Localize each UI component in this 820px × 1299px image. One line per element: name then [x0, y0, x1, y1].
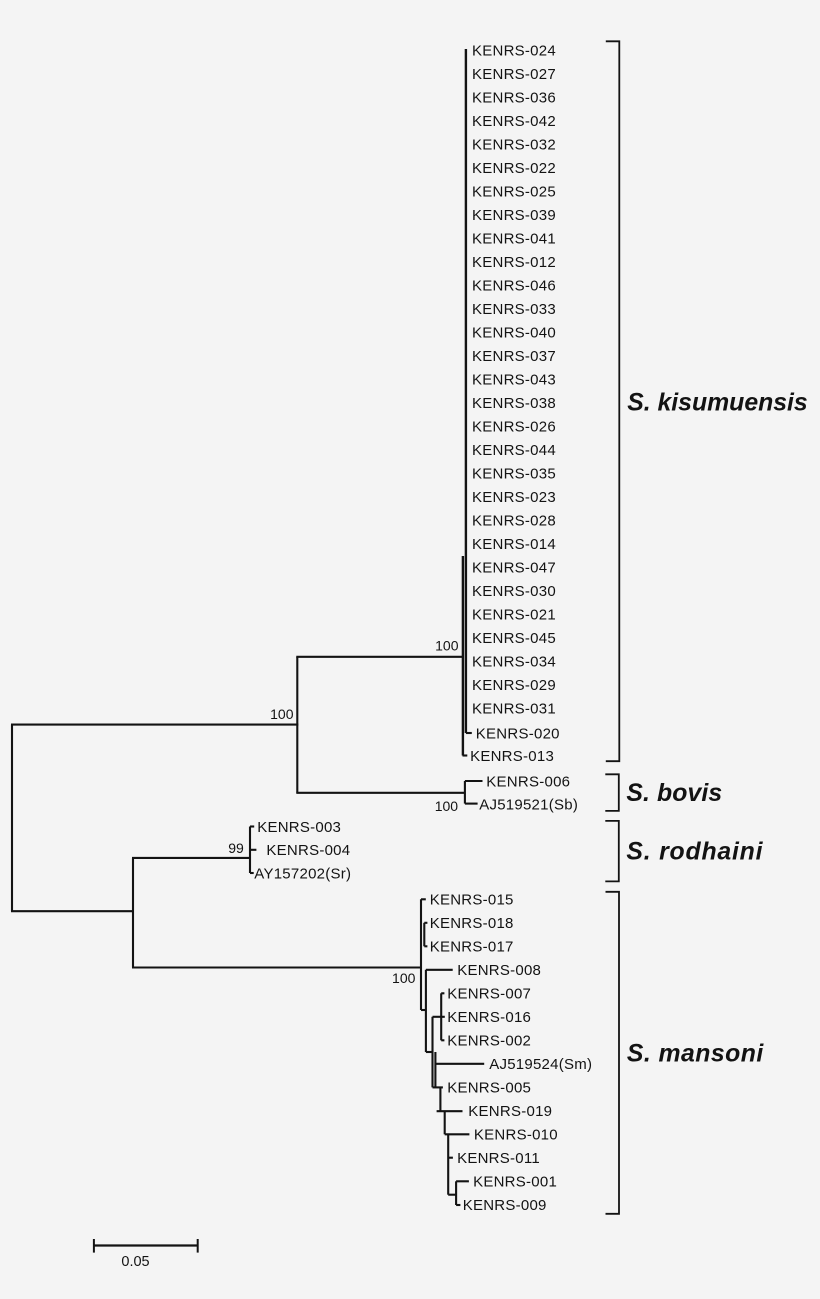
svg-text:KENRS-003: KENRS-003 [257, 819, 341, 836]
svg-text:KENRS-018: KENRS-018 [430, 915, 514, 932]
svg-text:KENRS-022: KENRS-022 [472, 160, 556, 177]
svg-text:KENRS-031: KENRS-031 [472, 700, 556, 717]
svg-text:0.05: 0.05 [121, 1254, 149, 1270]
svg-text:KENRS-002: KENRS-002 [447, 1033, 531, 1050]
svg-text:KENRS-040: KENRS-040 [472, 324, 556, 341]
svg-text:KENRS-036: KENRS-036 [472, 89, 556, 106]
svg-text:KENRS-038: KENRS-038 [472, 395, 556, 412]
svg-text:KENRS-030: KENRS-030 [472, 583, 556, 600]
svg-text:KENRS-008: KENRS-008 [457, 962, 541, 979]
svg-text:S. kisumuensis: S. kisumuensis [627, 389, 808, 416]
svg-text:S. bovis: S. bovis [626, 780, 722, 807]
svg-text:KENRS-005: KENRS-005 [447, 1080, 531, 1097]
svg-text:100: 100 [270, 706, 294, 722]
svg-text:KENRS-041: KENRS-041 [472, 230, 556, 247]
svg-text:KENRS-033: KENRS-033 [472, 301, 556, 318]
svg-text:KENRS-015: KENRS-015 [430, 892, 514, 909]
svg-text:KENRS-028: KENRS-028 [472, 512, 556, 529]
svg-text:KENRS-016: KENRS-016 [447, 1009, 531, 1026]
svg-text:KENRS-026: KENRS-026 [472, 418, 556, 435]
svg-text:KENRS-037: KENRS-037 [472, 348, 556, 365]
svg-text:KENRS-039: KENRS-039 [472, 207, 556, 224]
svg-text:KENRS-044: KENRS-044 [472, 442, 556, 459]
svg-text:AJ519524(Sm): AJ519524(Sm) [489, 1056, 592, 1073]
svg-text:S. rodhaini: S. rodhaini [626, 838, 763, 865]
svg-text:KENRS-014: KENRS-014 [472, 536, 556, 553]
svg-text:KENRS-025: KENRS-025 [472, 183, 556, 200]
svg-text:AY157202(Sr): AY157202(Sr) [254, 865, 351, 882]
svg-text:100: 100 [435, 638, 459, 654]
svg-text:KENRS-032: KENRS-032 [472, 136, 556, 153]
svg-text:KENRS-007: KENRS-007 [447, 986, 531, 1003]
svg-text:KENRS-017: KENRS-017 [430, 939, 514, 956]
svg-text:KENRS-042: KENRS-042 [472, 113, 556, 130]
svg-text:KENRS-045: KENRS-045 [472, 630, 556, 647]
svg-text:KENRS-035: KENRS-035 [472, 465, 556, 482]
svg-text:KENRS-023: KENRS-023 [472, 489, 556, 506]
svg-text:KENRS-020: KENRS-020 [476, 725, 560, 742]
svg-text:KENRS-004: KENRS-004 [266, 842, 350, 859]
svg-text:KENRS-046: KENRS-046 [472, 277, 556, 294]
svg-text:KENRS-019: KENRS-019 [468, 1103, 552, 1120]
svg-text:100: 100 [392, 970, 416, 986]
svg-text:100: 100 [435, 798, 459, 814]
svg-text:KENRS-006: KENRS-006 [486, 773, 570, 790]
svg-text:KENRS-034: KENRS-034 [472, 653, 556, 670]
svg-text:KENRS-024: KENRS-024 [472, 42, 556, 59]
svg-text:KENRS-012: KENRS-012 [472, 254, 556, 271]
svg-text:99: 99 [228, 840, 244, 856]
svg-text:KENRS-021: KENRS-021 [472, 606, 556, 623]
svg-text:AJ519521(Sb): AJ519521(Sb) [479, 796, 578, 813]
svg-text:KENRS-009: KENRS-009 [463, 1197, 547, 1214]
svg-text:KENRS-043: KENRS-043 [472, 371, 556, 388]
svg-text:KENRS-001: KENRS-001 [473, 1174, 557, 1191]
svg-text:S. mansoni: S. mansoni [627, 1040, 764, 1067]
svg-text:KENRS-047: KENRS-047 [472, 559, 556, 576]
svg-text:KENRS-027: KENRS-027 [472, 66, 556, 83]
svg-text:KENRS-013: KENRS-013 [470, 748, 554, 765]
svg-text:KENRS-010: KENRS-010 [474, 1127, 558, 1144]
svg-text:KENRS-011: KENRS-011 [457, 1150, 540, 1167]
svg-text:KENRS-029: KENRS-029 [472, 677, 556, 694]
